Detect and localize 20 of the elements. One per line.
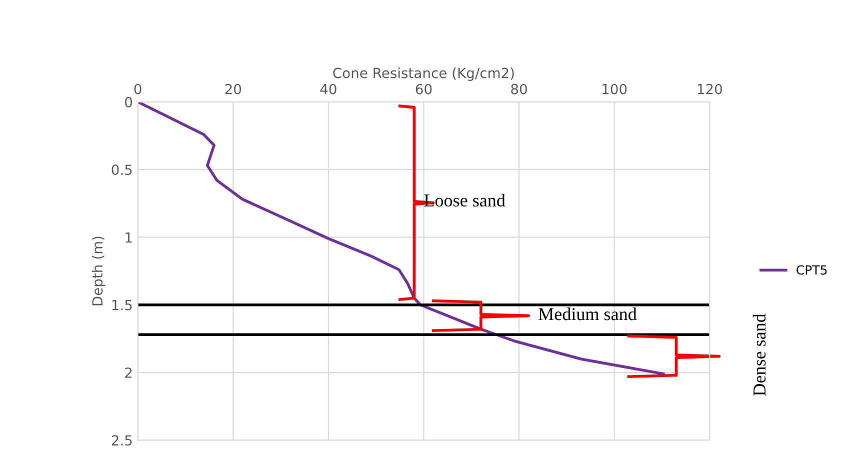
line-series: [138, 102, 665, 376]
y-tick-label: 0: [125, 96, 132, 108]
x-tick-label: 60: [416, 84, 432, 94]
annotation: Medium sand: [538, 308, 637, 320]
x-axis-title: Cone Resistance (Kg/cm2): [333, 67, 514, 81]
x-tick-label: 40: [320, 84, 336, 94]
y-tick-label: 1: [126, 232, 132, 242]
x-tick-label: 20: [225, 84, 242, 94]
x-tick-label: 120: [698, 84, 722, 94]
y-tick-label: 1.5: [112, 300, 132, 310]
annotation: Loose sand: [424, 194, 506, 207]
y-axis-title: Depth (m): [92, 236, 106, 306]
x-tick-label: 100: [602, 84, 627, 94]
y-tick-label: 0.5: [112, 164, 132, 176]
y-tick-label: 2.5: [112, 435, 132, 446]
x-tick-label: 0: [134, 84, 142, 94]
y-tick-label: 2: [125, 367, 132, 378]
text: Dense sand: [752, 314, 766, 396]
x-tick-label: 80: [511, 84, 527, 94]
legend-label: CPT5: [796, 265, 827, 275]
